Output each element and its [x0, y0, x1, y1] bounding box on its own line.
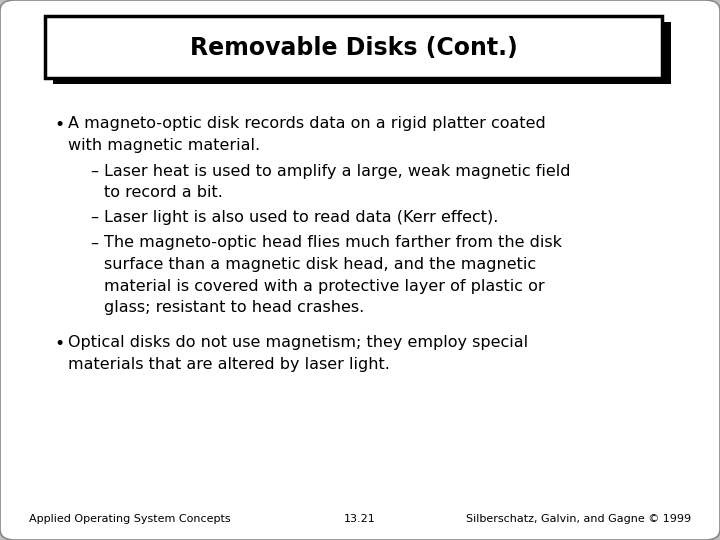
Text: Silberschatz, Galvin, and Gagne © 1999: Silberschatz, Galvin, and Gagne © 1999 [466, 515, 691, 524]
Text: material is covered with a protective layer of plastic or: material is covered with a protective la… [104, 279, 545, 294]
Text: surface than a magnetic disk head, and the magnetic: surface than a magnetic disk head, and t… [104, 257, 536, 272]
Text: 13.21: 13.21 [344, 515, 376, 524]
Text: Applied Operating System Concepts: Applied Operating System Concepts [29, 515, 230, 524]
Text: to record a bit.: to record a bit. [104, 185, 223, 200]
Text: The magneto-optic head flies much farther from the disk: The magneto-optic head flies much farthe… [104, 235, 562, 251]
FancyBboxPatch shape [45, 16, 662, 78]
Text: •: • [54, 335, 64, 353]
Text: with magnetic material.: with magnetic material. [68, 138, 261, 153]
Text: –: – [90, 164, 98, 179]
Text: •: • [54, 116, 64, 134]
Text: glass; resistant to head crashes.: glass; resistant to head crashes. [104, 300, 364, 315]
Text: –: – [90, 235, 98, 251]
Text: –: – [90, 210, 98, 225]
Text: A magneto-optic disk records data on a rigid platter coated: A magneto-optic disk records data on a r… [68, 116, 546, 131]
Text: Removable Disks (Cont.): Removable Disks (Cont.) [189, 36, 518, 59]
Text: Laser light is also used to read data (Kerr effect).: Laser light is also used to read data (K… [104, 210, 499, 225]
Text: materials that are altered by laser light.: materials that are altered by laser ligh… [68, 357, 390, 372]
FancyBboxPatch shape [53, 22, 671, 84]
Text: Optical disks do not use magnetism; they employ special: Optical disks do not use magnetism; they… [68, 335, 528, 350]
Text: Laser heat is used to amplify a large, weak magnetic field: Laser heat is used to amplify a large, w… [104, 164, 571, 179]
